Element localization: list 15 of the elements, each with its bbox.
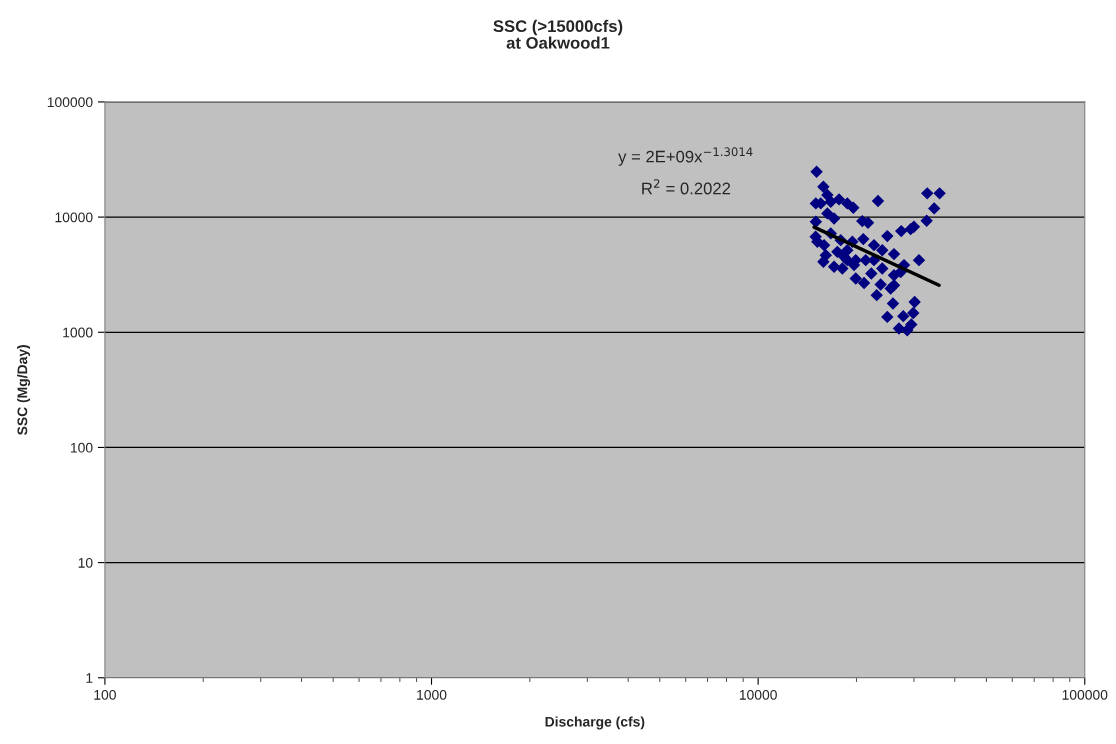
y-tick-label: 10 [78,557,93,568]
x-tick-label: 100 [94,689,116,700]
x-tick-label: 10000 [739,689,777,700]
annotation: y = 2E+09x$^{−1.3014}$ [618,147,753,166]
y-axis-title: SSC (Mg/Day) [17,345,31,435]
y-tick-label: 1 [86,673,93,683]
annotation: R$^{2}$ = 0.2022 [642,179,731,195]
y-tick-label: 10000 [55,212,93,223]
x-axis-title: Discharge (cfs) [545,716,645,730]
x-tick-label: 100000 [1062,689,1108,700]
y-tick-label: 100000 [47,97,93,108]
y-tick-label: 100 [70,442,93,453]
chart-title: SSC (>15000cfs) at Oakwood1 [493,19,623,49]
x-tick-label: 1000 [417,689,447,700]
y-tick-label: 1000 [63,327,93,338]
